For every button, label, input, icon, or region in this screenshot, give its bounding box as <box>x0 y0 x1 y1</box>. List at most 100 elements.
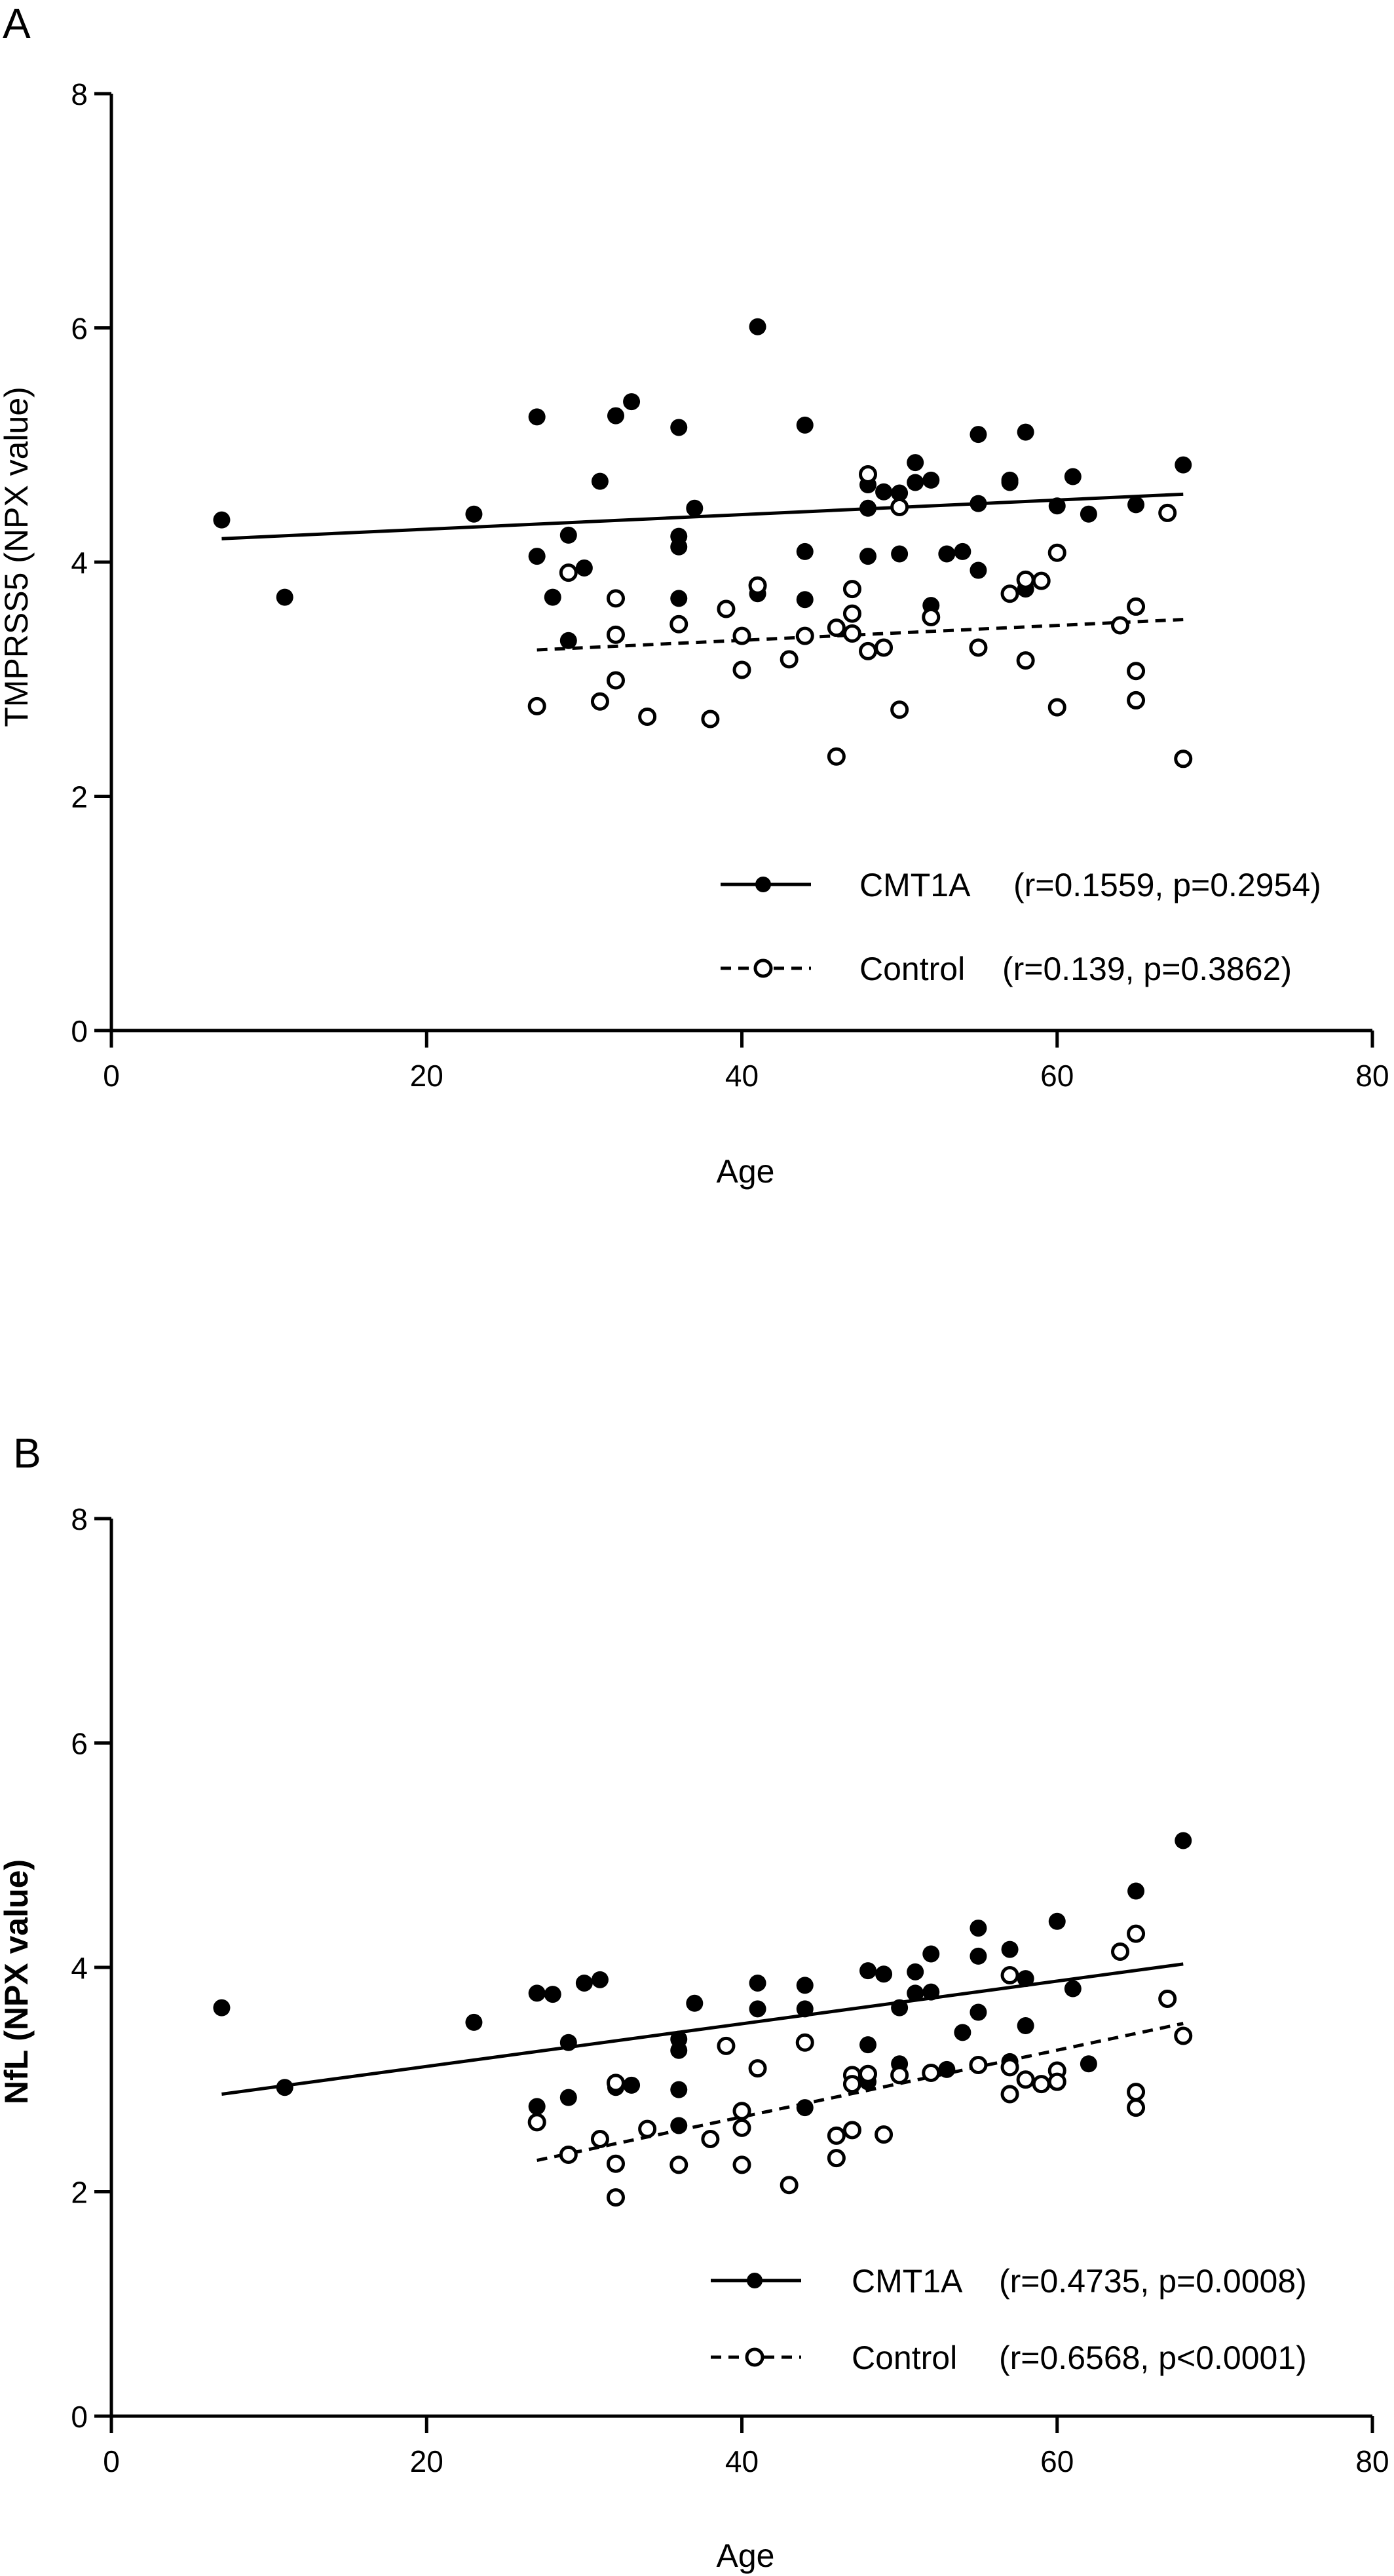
data-point-control <box>607 2154 625 2173</box>
data-point-cmt1a <box>559 526 577 544</box>
data-point-cmt1a <box>1001 474 1019 491</box>
data-point-cmt1a <box>528 548 546 565</box>
data-point-control <box>1000 1965 1019 1984</box>
data-point-control <box>827 618 846 637</box>
data-point-control <box>732 2118 751 2137</box>
data-point-cmt1a <box>1017 423 1034 441</box>
data-point-control <box>875 2125 894 2144</box>
data-point-cmt1a <box>670 2041 688 2059</box>
data-point-control <box>1111 1942 1129 1961</box>
data-point-cmt1a <box>1064 1980 1082 1998</box>
data-point-control <box>842 2075 861 2094</box>
data-point-cmt1a <box>1017 2017 1034 2035</box>
data-point-cmt1a <box>891 484 909 502</box>
y-tick-label: 4 <box>71 546 88 580</box>
data-point-cmt1a <box>1175 1832 1192 1849</box>
data-point-control <box>890 497 909 516</box>
data-point-control <box>922 2063 941 2082</box>
data-point-cmt1a <box>796 416 814 434</box>
data-point-control <box>1000 2058 1019 2077</box>
data-point-control <box>732 2155 751 2174</box>
data-point-control <box>748 576 767 595</box>
y-axis-label-a: TMPRSS5 (NPX value) <box>0 387 35 727</box>
data-point-control <box>875 638 894 657</box>
data-point-cmt1a <box>670 538 688 556</box>
data-point-control <box>559 2145 578 2164</box>
data-point-cmt1a <box>670 419 688 436</box>
data-point-cmt1a <box>796 1977 814 1994</box>
y-axis-label-b: NfL (NPX value) <box>0 1859 35 2104</box>
x-tick-label: 80 <box>1355 2444 1389 2478</box>
x-tick-label: 60 <box>1040 1059 1074 1093</box>
data-point-cmt1a <box>623 393 641 411</box>
regression-lines-b <box>221 1962 1184 2162</box>
legend-label-cmt1a-b: CMT1A <box>852 2263 963 2300</box>
data-point-control <box>1127 1924 1146 1943</box>
data-point-control <box>890 700 909 719</box>
data-point-control <box>732 2102 751 2121</box>
data-point-cmt1a <box>591 472 609 490</box>
x-axis-label-a: Age <box>717 1153 775 1190</box>
data-point-cmt1a <box>276 588 293 606</box>
data-point-control <box>1111 616 1129 635</box>
data-point-cmt1a <box>938 2060 956 2078</box>
data-point-cmt1a <box>907 474 924 491</box>
data-points-a <box>213 318 1193 768</box>
data-point-cmt1a <box>749 1974 766 1992</box>
data-point-control <box>1127 691 1146 710</box>
data-point-control <box>669 2155 688 2174</box>
data-point-control <box>1016 2070 1035 2089</box>
data-point-cmt1a <box>607 407 624 425</box>
data-point-control <box>607 2188 625 2207</box>
data-point-cmt1a <box>559 2089 577 2106</box>
data-point-cmt1a <box>1048 497 1066 515</box>
data-point-cmt1a <box>922 471 940 489</box>
legend-b: CMT1A (r=0.4735, p=0.0008) Control (r=0.… <box>711 2263 1307 2376</box>
data-point-cmt1a <box>922 1945 940 1963</box>
data-point-control <box>1000 584 1019 603</box>
data-point-control <box>969 638 988 657</box>
data-point-cmt1a <box>559 632 577 649</box>
data-point-control <box>527 2113 546 2132</box>
fit-line-cmt1a <box>221 492 1184 540</box>
data-point-control <box>1158 1989 1177 2008</box>
data-point-cmt1a <box>670 2081 688 2098</box>
data-point-control <box>607 671 625 690</box>
data-point-control <box>1047 2072 1066 2091</box>
data-point-control <box>890 2066 909 2085</box>
legend-item-cmt1a-b: CMT1A (r=0.4735, p=0.0008) <box>711 2263 1307 2300</box>
data-point-control <box>638 2119 657 2138</box>
legend-marker-control-a <box>753 958 773 978</box>
data-point-cmt1a <box>970 2003 987 2021</box>
data-point-control <box>1047 698 1066 717</box>
data-point-cmt1a <box>891 1999 909 2017</box>
data-point-control <box>607 2074 625 2093</box>
data-point-cmt1a <box>1127 1882 1145 1900</box>
y-tick-label: 6 <box>71 1727 88 1761</box>
data-point-cmt1a <box>1001 1941 1019 1958</box>
data-point-cmt1a <box>938 545 956 563</box>
data-point-control <box>669 615 688 634</box>
legend-a: CMT1A (r=0.1559, p=0.2954) Control (r=0.… <box>721 867 1321 987</box>
data-point-control <box>559 563 578 582</box>
legend-stats-cmt1a-b: (r=0.4735, p=0.0008) <box>999 2263 1307 2300</box>
data-point-control <box>795 626 814 645</box>
data-point-cmt1a <box>970 1920 987 1937</box>
data-point-cmt1a <box>1080 2055 1097 2073</box>
data-point-cmt1a <box>796 2000 814 2018</box>
y-tick-label: 2 <box>71 2176 88 2210</box>
data-point-cmt1a <box>859 499 876 517</box>
data-point-cmt1a <box>907 1963 924 1980</box>
data-point-cmt1a <box>686 1994 704 2012</box>
x-tick-label: 40 <box>725 1059 759 1093</box>
data-point-cmt1a <box>1175 456 1192 474</box>
data-point-control <box>1127 2098 1146 2117</box>
data-point-control <box>780 2176 799 2195</box>
data-point-control <box>590 2130 609 2149</box>
data-point-control <box>842 604 861 623</box>
legend-label-cmt1a-a: CMT1A <box>859 867 971 903</box>
data-point-cmt1a <box>859 1962 876 1980</box>
data-point-control <box>607 625 625 644</box>
